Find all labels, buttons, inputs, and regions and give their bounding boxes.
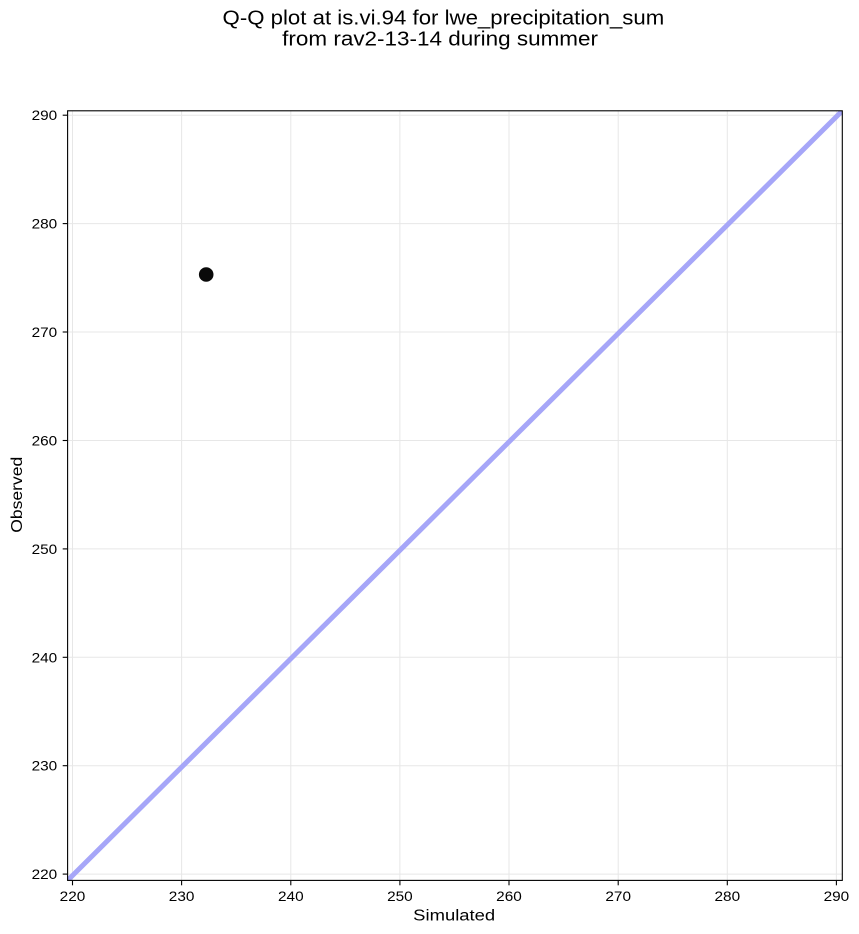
svg-text:from rav2-13-14 during summer: from rav2-13-14 during summer [282, 29, 598, 51]
svg-text:280: 280 [715, 888, 741, 904]
svg-text:220: 220 [60, 888, 86, 904]
svg-text:280: 280 [32, 216, 58, 232]
svg-text:Observed: Observed [9, 457, 26, 533]
svg-text:Simulated: Simulated [413, 908, 495, 925]
svg-text:240: 240 [278, 888, 304, 904]
svg-text:220: 220 [32, 866, 58, 882]
svg-text:240: 240 [32, 649, 58, 665]
svg-text:260: 260 [496, 888, 522, 904]
svg-text:290: 290 [32, 107, 58, 123]
svg-text:Q-Q plot at is.vi.94 for lwe_p: Q-Q plot at is.vi.94 for lwe_precipitati… [223, 8, 665, 30]
svg-text:230: 230 [169, 888, 195, 904]
svg-text:250: 250 [387, 888, 413, 904]
svg-text:270: 270 [605, 888, 631, 904]
svg-text:290: 290 [824, 888, 850, 904]
svg-text:230: 230 [32, 758, 58, 774]
svg-text:250: 250 [32, 541, 58, 557]
svg-text:260: 260 [32, 433, 58, 449]
svg-text:270: 270 [32, 324, 58, 340]
